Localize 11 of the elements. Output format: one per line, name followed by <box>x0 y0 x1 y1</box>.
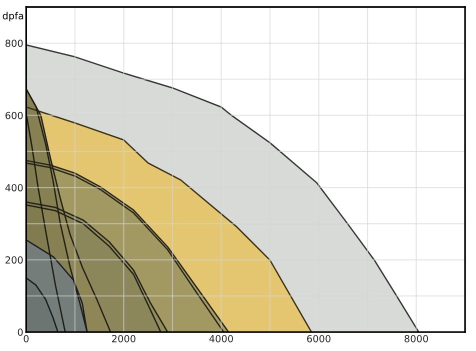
y-axis-title: dpfa <box>2 12 24 22</box>
y-tick-label: 800 <box>6 40 23 47</box>
x-tick-label: 6000 <box>307 334 330 342</box>
y-tick-label: 600 <box>6 112 23 120</box>
y-tick-label: 400 <box>5 184 23 192</box>
x-tick-label: 4000 <box>209 334 233 342</box>
x-tick-label: 8000 <box>404 334 428 342</box>
x-tick-label: 0 <box>24 334 29 342</box>
y-tick-label: 200 <box>6 256 23 264</box>
x-tick-label: 2000 <box>112 334 136 342</box>
y-tick-label: 0 <box>18 328 23 336</box>
